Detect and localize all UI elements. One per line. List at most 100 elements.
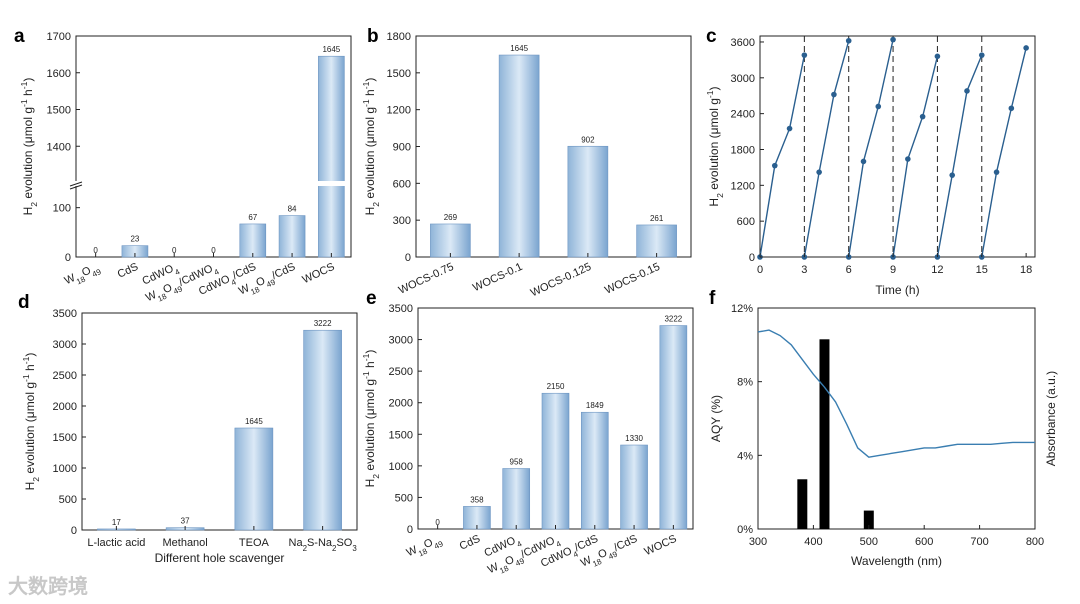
data-point [786,125,793,132]
y-tick-label: 0 [71,525,77,537]
aqy-bar [797,479,808,529]
data-label: 269 [444,213,458,222]
x-axis-label: Wavelength (nm) [851,554,942,568]
y-tick-label: 500 [59,494,77,506]
x-tick-label: 15 [976,264,988,276]
plot-frame-f [757,307,1036,530]
panel-label-b: b [367,26,379,47]
data-label: 17 [112,518,121,527]
plot-frame-a [75,35,352,258]
data-label: 902 [581,135,595,144]
x-tick-label: Methanol [162,537,207,549]
y-tick-label: 300 [393,215,411,227]
bar [580,411,609,530]
plot-frame-d [81,312,358,531]
x-tick-label: 700 [970,536,988,548]
y-tick-label: 0 [749,252,755,264]
data-label: 958 [510,458,524,467]
data-point [845,37,852,44]
data-point [949,172,956,178]
bar [620,444,648,530]
y-tick-label: 3600 [731,37,755,49]
y-tick-label: 2400 [731,109,755,121]
x-tick-label: 500 [860,536,878,548]
x-tick-label: CdS [116,261,140,281]
y-tick-label: 0% [737,524,753,536]
y-tick-label: 900 [393,142,411,154]
series-line-cycle3 [848,39,894,258]
data-point [1008,105,1015,112]
y-tick-label: 3500 [53,308,77,320]
x-tick-label: WOCS-0.75 [397,261,456,297]
y-tick-label: 600 [737,216,755,228]
x-axis-label: Different hole scavenger [155,551,285,565]
data-point [905,156,911,162]
data-point [771,162,778,169]
x-tick-label: WOCS-0.15 [603,261,662,297]
data-point [875,103,882,110]
series-line-cycle4 [892,56,939,258]
data-label: 1645 [510,44,528,53]
data-label: 1645 [322,45,340,54]
x-tick-label: 6 [846,264,852,276]
data-point [934,53,941,60]
axis-break-gap [317,181,346,186]
y-tick-label: 0 [65,252,71,264]
y-tick-label: 1500 [387,68,411,80]
data-point [993,169,1000,175]
y-axis-label: H2 evolution (μmol g-1 h-1) [21,353,41,491]
x-tick-label: 3 [801,264,807,276]
panel-label-c: c [706,26,717,47]
aqy-bar [863,510,874,529]
panel-label-e: e [366,288,377,309]
panel-label-f: f [709,288,716,309]
series-line-cycle2 [803,40,850,258]
series-line-cycle5 [936,54,983,258]
x-axis-label: Time (h) [875,283,919,297]
bar [502,468,531,530]
x-tick-label: 800 [1026,536,1044,548]
x-tick-label: WOCS-0.125 [529,261,593,300]
x-tick-label: 12 [931,264,943,276]
y-tick-label: 2500 [53,370,77,382]
y-tick-label: 1600 [47,68,71,80]
data-point [919,113,926,120]
data-label: 1849 [586,401,604,410]
plot-frame-c [759,35,1036,258]
y-tick-label: 1000 [53,463,77,475]
data-label: 2150 [547,382,565,391]
bar [239,223,267,258]
y-tick-label: 3500 [389,303,413,315]
bar [278,215,306,258]
y-tick-label: 1700 [47,31,71,43]
y-tick-label: 1500 [389,429,413,441]
data-point [801,52,808,58]
x-tick-label: 18 [1020,264,1032,276]
x-tick-label: W18O49 [405,533,445,563]
y-axis-label: AQY (%) [709,395,723,442]
y-tick-label: 3000 [389,335,413,347]
y-tick-label: 500 [395,492,413,504]
y-tick-label: 1200 [731,180,755,192]
data-label: 358 [470,495,484,504]
y-tick-label: 2000 [53,401,77,413]
axis-break-mark [69,181,83,187]
y-tick-label: 600 [393,178,411,190]
y-tick-label: 1500 [53,432,77,444]
data-label: 23 [130,235,139,244]
y-tick-label: 1500 [47,105,71,117]
y-tick-label: 8% [737,377,753,389]
y-tick-label: 3000 [731,73,755,85]
y-tick-label: 4% [737,450,753,462]
data-label: 0 [172,246,177,255]
axis-break-mark [69,184,83,190]
watermark: 大数跨境 [8,574,88,598]
x-tick-label: 9 [890,264,896,276]
bar [430,223,471,258]
y-tick-label: 2000 [389,398,413,410]
bar [234,427,274,531]
data-point [890,36,896,43]
bar [498,54,540,258]
y-tick-label: 0 [405,252,411,264]
